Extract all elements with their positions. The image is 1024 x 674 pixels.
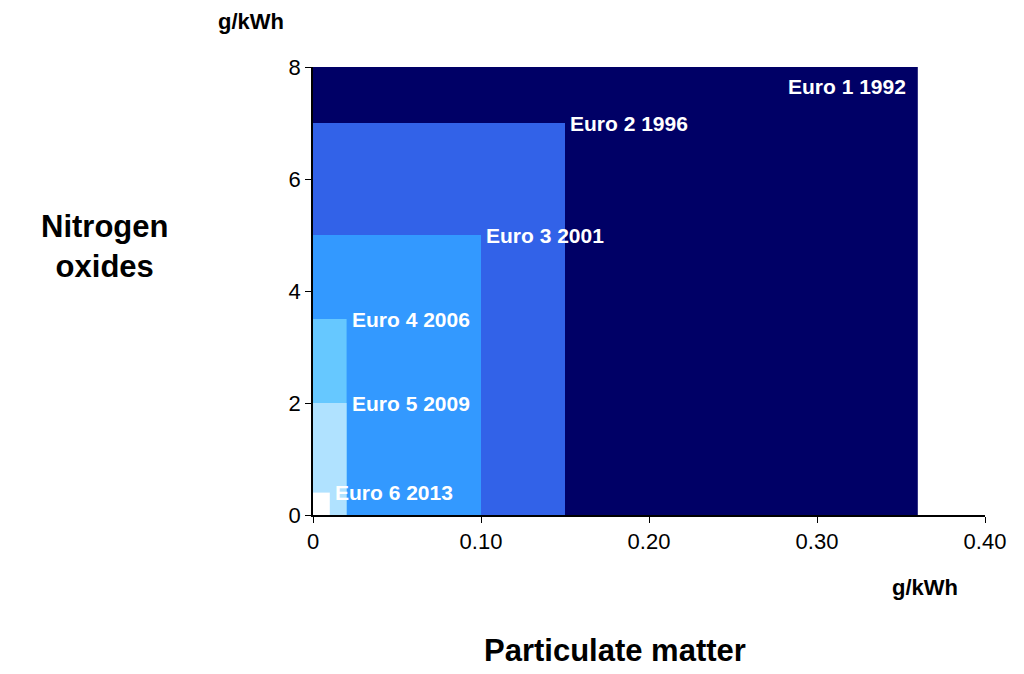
svg-text:8: 8 <box>289 55 301 80</box>
svg-text:Euro 5 2009: Euro 5 2009 <box>352 392 470 415</box>
svg-text:2: 2 <box>289 391 301 416</box>
svg-text:4: 4 <box>289 279 301 304</box>
svg-text:0.20: 0.20 <box>628 529 671 554</box>
svg-text:Euro 6 2013: Euro 6 2013 <box>335 481 453 504</box>
svg-text:g/kWh: g/kWh <box>218 9 284 34</box>
svg-text:0.40: 0.40 <box>964 529 1007 554</box>
svg-text:0: 0 <box>289 503 301 528</box>
svg-text:0.10: 0.10 <box>460 529 503 554</box>
svg-text:Euro 4 2006: Euro 4 2006 <box>352 308 470 331</box>
svg-text:Euro 2 1996: Euro 2 1996 <box>570 112 688 135</box>
svg-text:Nitrogenoxides: Nitrogenoxides <box>41 209 168 284</box>
svg-text:0.30: 0.30 <box>796 529 839 554</box>
svg-text:Euro 1 1992: Euro 1 1992 <box>788 75 906 98</box>
svg-text:Euro 3 2001: Euro 3 2001 <box>486 224 604 247</box>
svg-text:6: 6 <box>289 167 301 192</box>
svg-text:0: 0 <box>307 529 319 554</box>
svg-text:g/kWh: g/kWh <box>892 575 958 600</box>
svg-text:Particulate matter: Particulate matter <box>484 633 746 668</box>
